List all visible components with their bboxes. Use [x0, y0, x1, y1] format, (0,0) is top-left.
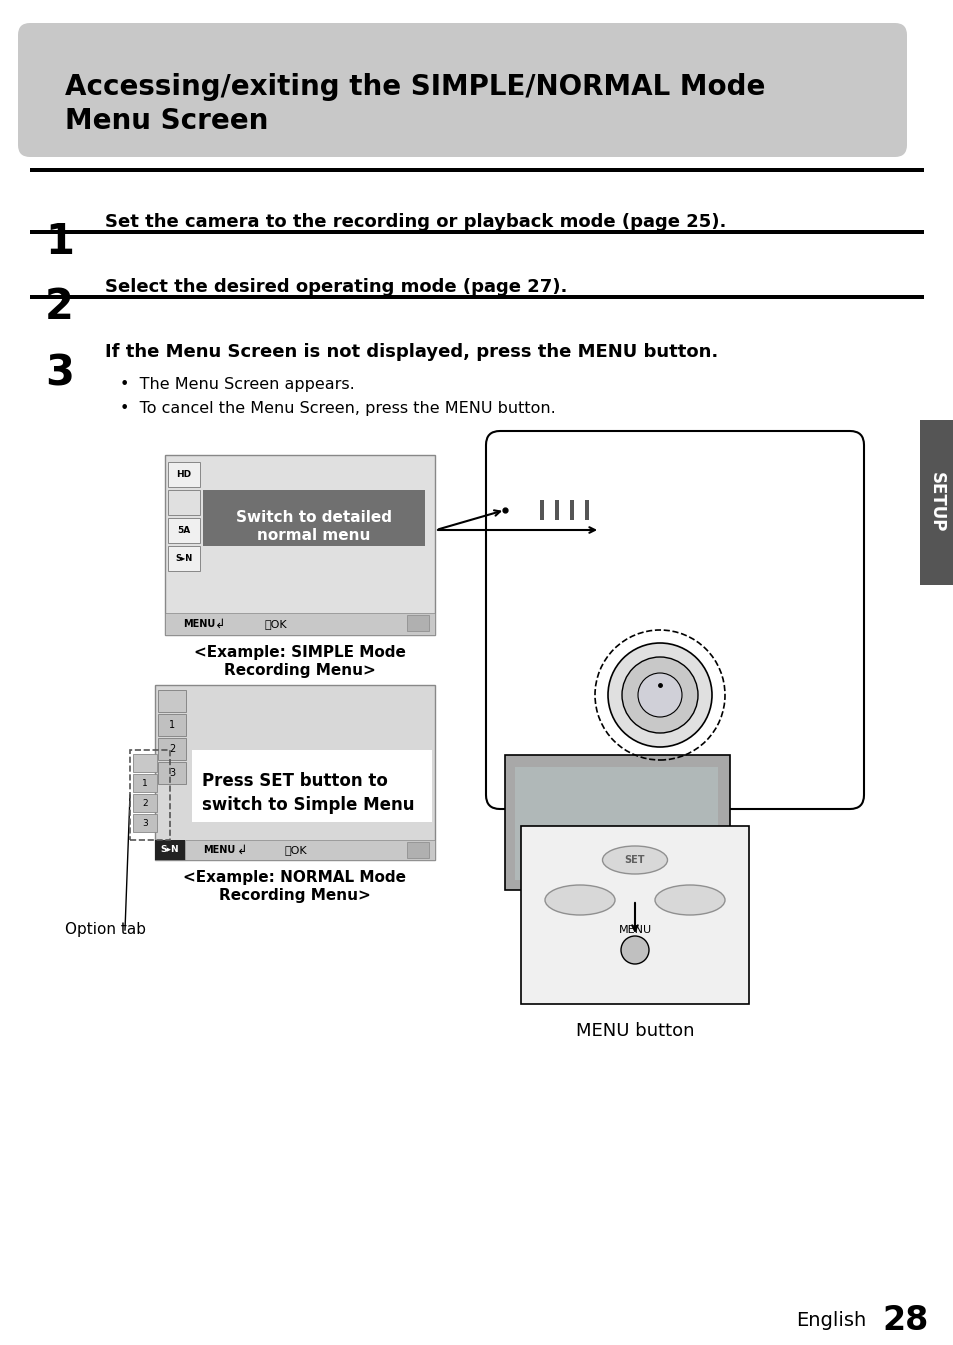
Text: Recording Menu>: Recording Menu> [219, 888, 371, 902]
Text: S▸N: S▸N [160, 846, 179, 854]
Bar [158, 714, 186, 736]
Circle shape [621, 656, 698, 733]
Text: 2: 2 [169, 744, 175, 755]
Text: ⓈOK: ⓈOK [285, 845, 307, 855]
Text: 2: 2 [45, 286, 73, 328]
Ellipse shape [655, 885, 724, 915]
Bar [168, 518, 200, 543]
Text: If the Menu Screen is not displayed, press the MENU button.: If the Menu Screen is not displayed, pre… [105, 343, 718, 360]
Text: Menu Screen: Menu Screen [65, 108, 268, 134]
Text: SET: SET [624, 855, 644, 865]
Circle shape [620, 936, 648, 964]
Bar [584, 500, 588, 521]
Bar [132, 755, 157, 772]
Text: SETUP: SETUP [927, 472, 945, 533]
Text: 28: 28 [882, 1303, 928, 1337]
Bar [30, 295, 923, 299]
Text: MENU: MENU [203, 845, 235, 855]
Text: 3: 3 [45, 352, 74, 395]
Bar [165, 613, 435, 635]
Text: HD: HD [176, 469, 192, 479]
Bar [132, 773, 157, 792]
Text: 5A: 5A [177, 526, 191, 535]
Text: 1: 1 [169, 720, 175, 730]
Text: 3: 3 [169, 768, 175, 777]
FancyBboxPatch shape [485, 430, 863, 808]
Text: S▸N: S▸N [175, 554, 193, 564]
Bar [555, 500, 558, 521]
Bar [132, 814, 157, 833]
Bar [154, 841, 185, 859]
Text: 3: 3 [142, 819, 148, 827]
Ellipse shape [544, 885, 615, 915]
Bar [158, 738, 186, 760]
Text: MENU: MENU [183, 619, 215, 629]
Polygon shape [515, 767, 718, 880]
Text: Press SET button to: Press SET button to [202, 772, 388, 790]
Text: <Example: SIMPLE Mode: <Example: SIMPLE Mode [193, 646, 406, 660]
Text: normal menu: normal menu [257, 529, 371, 543]
Bar [407, 615, 429, 631]
Bar [168, 490, 200, 515]
Text: •  To cancel the Menu Screen, press the MENU button.: • To cancel the Menu Screen, press the M… [120, 401, 556, 416]
Text: Switch to detailed: Switch to detailed [235, 510, 392, 525]
Ellipse shape [602, 846, 667, 874]
Text: ⓈOK: ⓈOK [265, 619, 287, 629]
Bar [192, 751, 432, 822]
Text: ↲: ↲ [236, 843, 247, 857]
Bar [165, 455, 435, 635]
Text: ↲: ↲ [214, 617, 225, 631]
Bar [158, 690, 186, 712]
Bar [30, 230, 923, 234]
Bar [168, 461, 200, 487]
Text: Option tab: Option tab [65, 923, 146, 937]
Text: MENU: MENU [618, 925, 651, 935]
Text: •  The Menu Screen appears.: • The Menu Screen appears. [120, 377, 355, 391]
Bar [130, 751, 170, 841]
Bar [203, 490, 424, 546]
Circle shape [607, 643, 711, 746]
Bar [407, 842, 429, 858]
Text: switch to Simple Menu: switch to Simple Menu [202, 796, 414, 814]
Text: Set the camera to the recording or playback mode (page 25).: Set the camera to the recording or playb… [105, 213, 725, 231]
FancyBboxPatch shape [520, 826, 748, 1003]
Bar [569, 500, 574, 521]
Bar [132, 794, 157, 812]
Circle shape [638, 672, 681, 717]
Bar [158, 763, 186, 784]
Text: Recording Menu>: Recording Menu> [224, 663, 375, 678]
Bar [919, 420, 953, 585]
Bar [30, 168, 923, 172]
Text: 1: 1 [142, 779, 148, 788]
Text: Select the desired operating mode (page 27).: Select the desired operating mode (page … [105, 278, 567, 296]
Bar [154, 685, 435, 859]
Polygon shape [504, 755, 729, 890]
Text: English: English [795, 1310, 865, 1329]
Text: 1: 1 [45, 221, 74, 264]
Bar [539, 500, 543, 521]
FancyBboxPatch shape [18, 23, 906, 157]
Text: Accessing/exiting the SIMPLE/NORMAL Mode: Accessing/exiting the SIMPLE/NORMAL Mode [65, 73, 764, 101]
Text: MENU button: MENU button [576, 1022, 694, 1040]
Bar [185, 841, 435, 859]
Bar [168, 546, 200, 572]
Text: 2: 2 [142, 799, 148, 807]
Text: <Example: NORMAL Mode: <Example: NORMAL Mode [183, 870, 406, 885]
